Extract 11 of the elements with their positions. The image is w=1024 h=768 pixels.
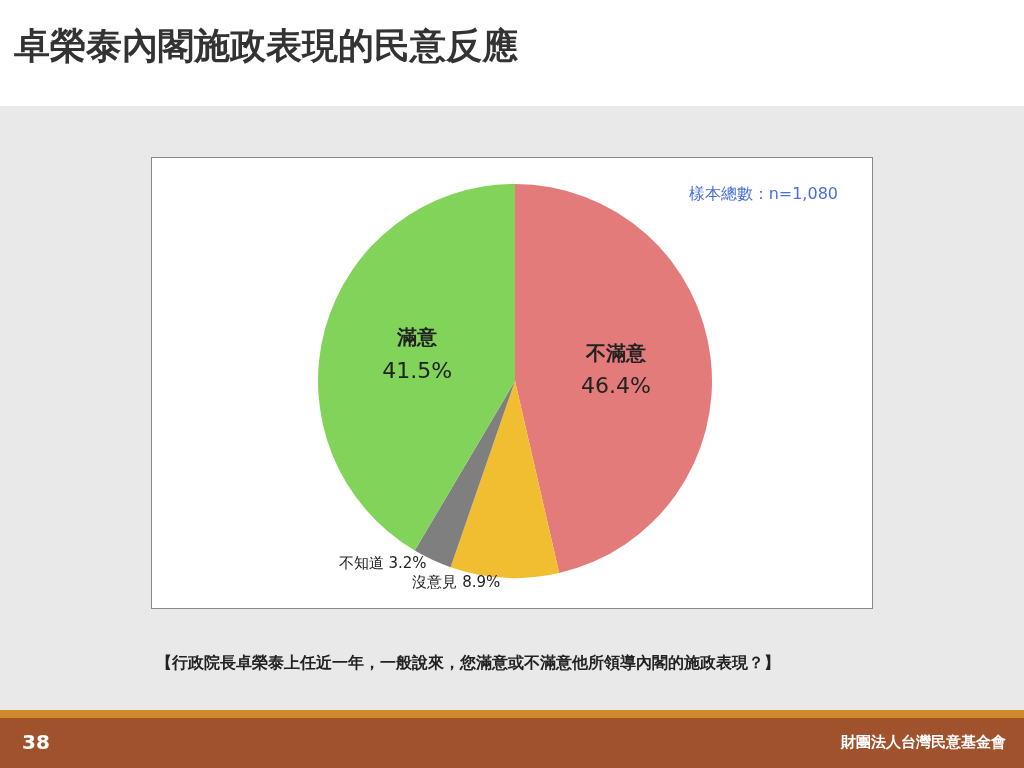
chart-title: 卓榮泰內閣施政表現的民意反應	[14, 24, 518, 68]
slice-label: 滿意	[396, 325, 439, 350]
slice-label: 不知道 3.2%	[338, 554, 427, 573]
slice-label: 不滿意	[584, 340, 647, 365]
text: 樣本總數：n=1,080	[688, 184, 838, 205]
text: 38	[22, 730, 50, 754]
slice-label: 沒意見 8.9%	[412, 572, 501, 591]
data-label: 46.4%	[580, 373, 651, 399]
text: 財團法人台灣民意基金會	[841, 733, 1006, 752]
data-label: 41.5%	[382, 357, 453, 383]
text: 【行政院長卓榮泰上任近一年，一般說來，您滿意或不滿意他所領導內閣的施政表現？】	[156, 652, 781, 674]
